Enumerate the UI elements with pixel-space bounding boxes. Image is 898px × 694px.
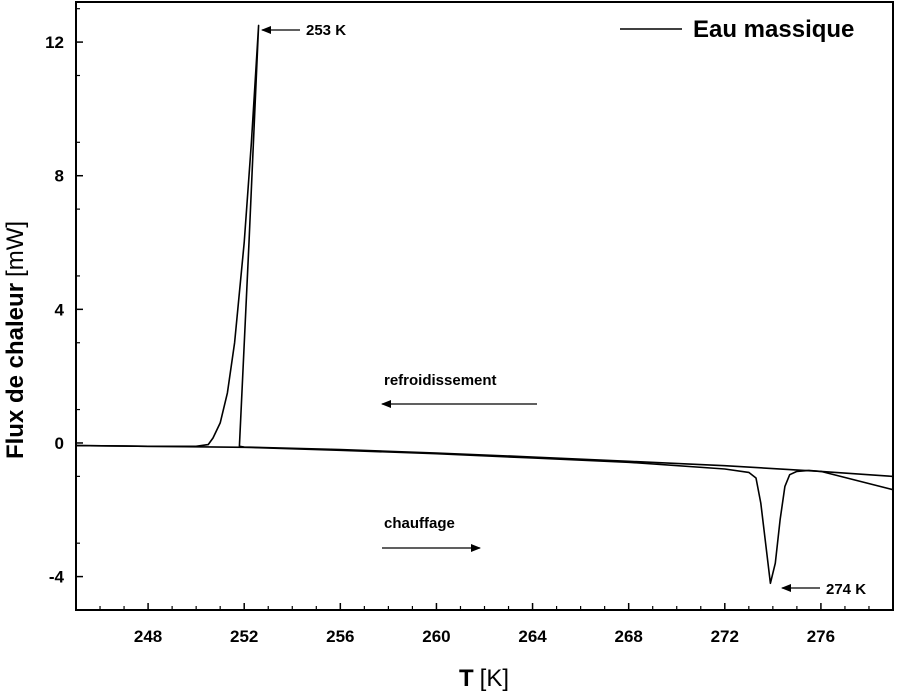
x-tick-label: 248 [134, 627, 162, 646]
x-tick-label: 272 [711, 627, 739, 646]
y-axis: -4 0 4 8 12 [45, 8, 83, 611]
legend-label: Eau massique [693, 16, 854, 43]
annotation-refroidissement: refroidissement [381, 372, 537, 408]
y-tick-label: 12 [45, 33, 64, 52]
y-tick-label: 4 [55, 300, 65, 319]
x-tick-label: 252 [230, 627, 258, 646]
refroidissement-label: refroidissement [384, 372, 497, 389]
annotation-253k-label: 253 K [306, 22, 346, 39]
x-tick-label: 276 [807, 627, 835, 646]
x-tick-label: 256 [326, 627, 354, 646]
annotation-chauffage: chauffage [382, 515, 481, 552]
series-layer [75, 24, 894, 585]
legend: Eau massique [620, 16, 854, 43]
plot-frame [75, 1, 894, 611]
series-line-refroidissement [75, 24, 894, 478]
x-axis: 248 252 256 260 264 268 272 276 [99, 603, 870, 646]
y-tick-label: 8 [55, 167, 64, 186]
x-axis-title: T [K] [459, 665, 509, 692]
x-axis-title-unit: [K] [480, 665, 509, 692]
annotation-274k-label: 274 K [826, 581, 866, 598]
x-tick-label: 268 [614, 627, 642, 646]
y-axis-title-unit: [mW] [2, 221, 29, 277]
x-tick-label: 264 [518, 627, 547, 646]
y-axis-title: Flux de chaleur [mW] [2, 221, 29, 459]
y-axis-title-main: Flux de chaleur [2, 283, 29, 459]
series-line-chauffage [75, 444, 894, 585]
y-tick-label: -4 [49, 568, 65, 587]
chauffage-label: chauffage [384, 515, 455, 532]
annotation-253k: 253 K [261, 22, 346, 39]
x-tick-label: 260 [422, 627, 450, 646]
x-axis-title-main: T [459, 665, 474, 692]
annotation-274k: 274 K [781, 581, 866, 598]
y-tick-label: 0 [55, 434, 64, 453]
